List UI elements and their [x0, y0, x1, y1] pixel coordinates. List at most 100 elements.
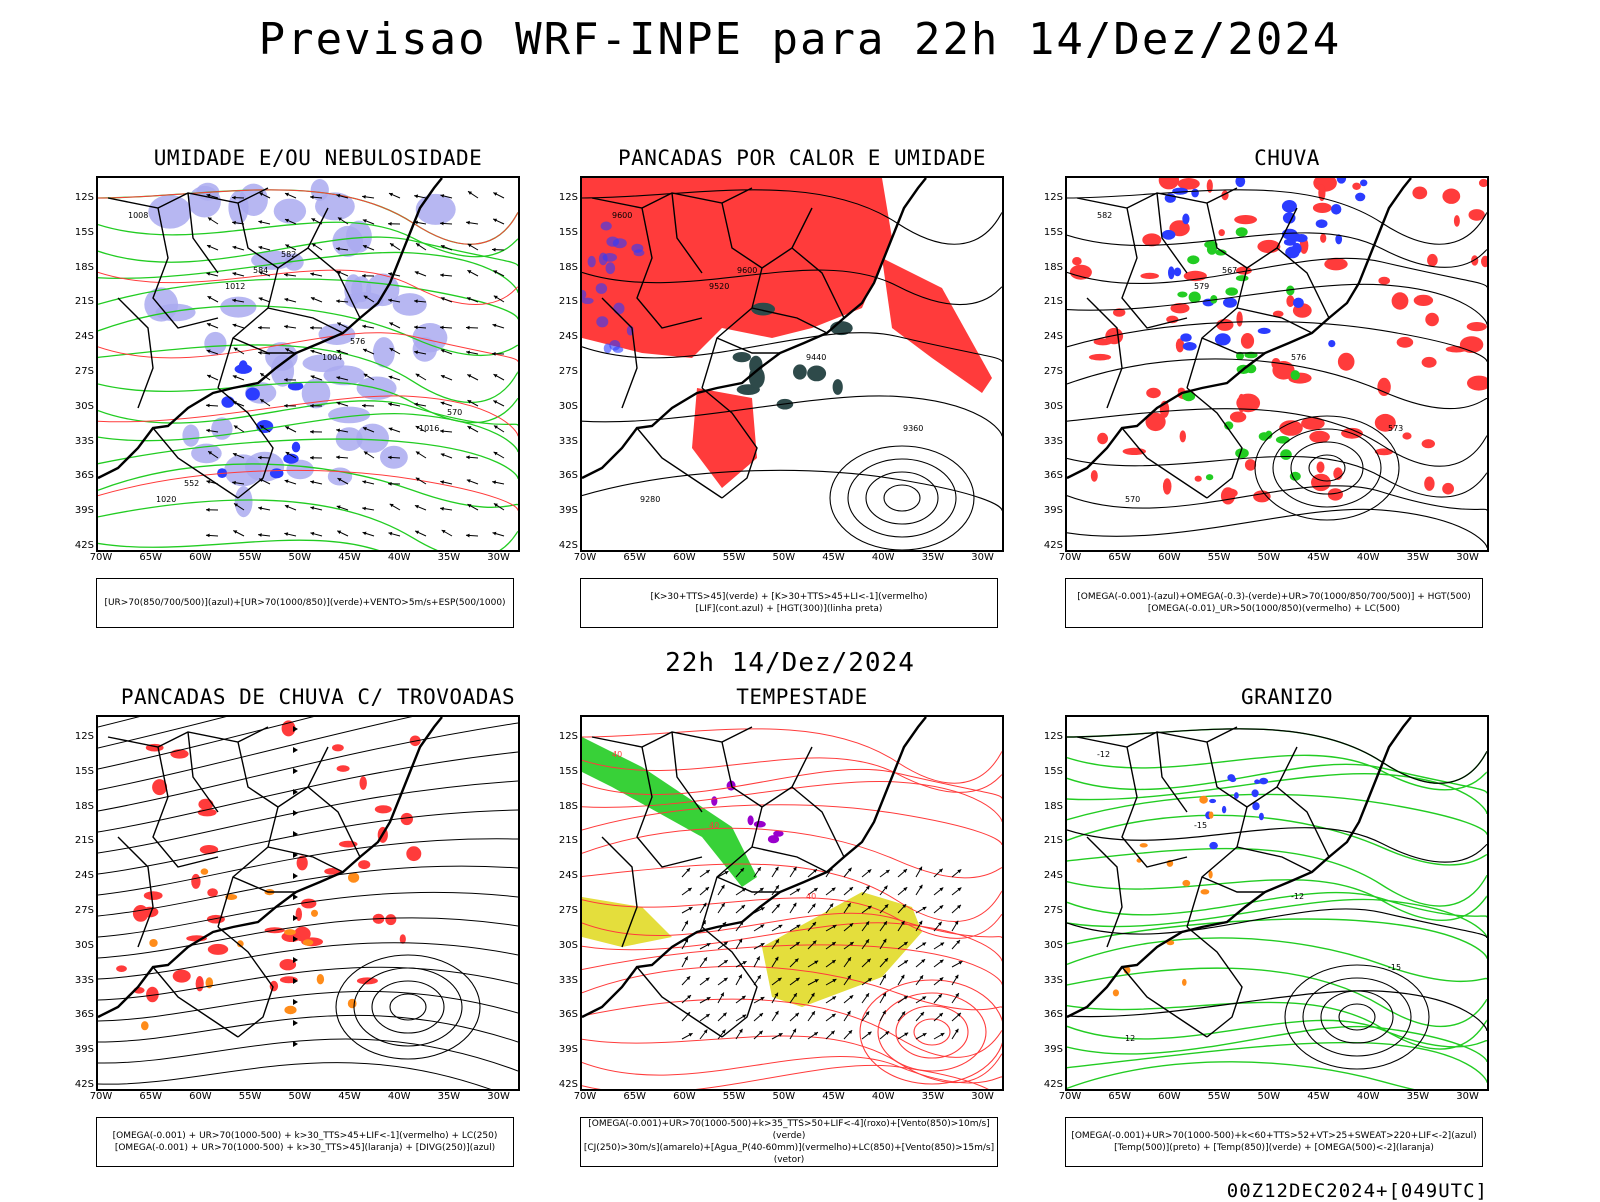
wind-arrowhead — [466, 455, 470, 459]
pressure-ring — [860, 980, 1002, 1084]
weather-blob — [270, 981, 278, 992]
weather-blob — [733, 352, 751, 362]
latitude-label: 27S — [1037, 367, 1063, 377]
latitude-label: 27S — [68, 906, 94, 916]
contour-label: 576 — [1291, 353, 1306, 362]
instability-area — [882, 258, 992, 393]
weather-blob — [1467, 322, 1487, 331]
pressure-ring — [914, 1019, 950, 1045]
contour-label: 40 — [806, 892, 816, 901]
isoline — [1067, 849, 1487, 906]
longitude-label: 40W — [872, 552, 895, 563]
streamline-arrow — [293, 999, 298, 1005]
weather-blob — [1424, 477, 1434, 491]
contour-label: 1008 — [128, 211, 148, 220]
weather-blob — [1471, 255, 1478, 265]
pressure-ring — [1285, 965, 1429, 1069]
map-svg — [98, 717, 518, 1089]
longitude-label: 30W — [487, 552, 510, 563]
latitude-label: 39S — [1037, 1045, 1063, 1055]
weather-blob — [1328, 340, 1335, 347]
state-border — [1207, 742, 1297, 807]
longitude-label: 30W — [971, 1091, 994, 1102]
contour-label: -15 — [1388, 963, 1401, 972]
weather-blob — [208, 944, 228, 955]
latitude-label: 36S — [68, 471, 94, 481]
wind-arrowhead — [440, 429, 444, 433]
weather-blob — [332, 744, 344, 751]
wind-arrowhead — [388, 402, 392, 406]
longitude-label: 70W — [574, 1091, 597, 1102]
isoline — [582, 1057, 1002, 1083]
weather-blob — [1352, 183, 1361, 190]
latitude-label: 36S — [552, 471, 578, 481]
state-border — [238, 742, 328, 807]
weather-blob — [588, 256, 596, 267]
streamline-arrow — [293, 747, 298, 753]
streamline — [98, 717, 518, 748]
weather-blob — [303, 939, 314, 945]
weather-blob — [1195, 476, 1202, 482]
wind-arrowhead — [362, 480, 366, 484]
latitude-label: 30S — [1037, 402, 1063, 412]
weather-blob — [1442, 483, 1454, 495]
longitude-label: 45W — [822, 1091, 845, 1102]
contour-label: 582 — [1097, 211, 1112, 220]
weather-blob — [274, 199, 306, 224]
longitude-label: 35W — [438, 1091, 461, 1102]
isoline — [582, 1036, 1002, 1083]
weather-blob — [601, 222, 612, 231]
legend-line: [OMEGA(-0.01)_UR>50(1000/850)(vermelho) … — [1066, 603, 1482, 615]
state-border — [218, 927, 273, 1037]
weather-blob — [1454, 215, 1460, 227]
coastline — [98, 717, 442, 1017]
isoline — [582, 999, 1002, 1057]
pressure-ring — [884, 485, 920, 511]
wind-arrowhead — [258, 326, 262, 330]
longitude-label: 70W — [1059, 1091, 1082, 1102]
isoline — [1067, 909, 1487, 938]
weather-blob — [207, 888, 218, 897]
weather-blob — [1422, 357, 1437, 368]
latitude-label: 30S — [1037, 941, 1063, 951]
weather-blob — [748, 815, 754, 825]
longitude-label: 55W — [1208, 552, 1231, 563]
weather-blob — [1070, 265, 1092, 280]
weather-blob — [1215, 333, 1231, 345]
streamline-arrow — [293, 1041, 298, 1047]
latitude-label: 21S — [1037, 297, 1063, 307]
legend-line: [LIF](cont.azul) + [HGT(300)](linha pret… — [581, 603, 997, 615]
latitude-label: 30S — [68, 402, 94, 412]
wind-arrowhead — [206, 508, 210, 512]
weather-blob — [1191, 189, 1199, 198]
legend-box: [OMEGA(-0.001)+UR>70(1000-500)+k<60+TTS>… — [1065, 1117, 1483, 1167]
streamline — [98, 723, 518, 811]
latitude-label: 24S — [552, 332, 578, 342]
weather-blob — [1355, 193, 1365, 202]
weather-blob — [191, 874, 200, 889]
weather-blob — [1234, 215, 1257, 224]
latitude-label: 27S — [68, 367, 94, 377]
isoline — [1067, 1062, 1487, 1089]
weather-blob — [301, 899, 316, 909]
latitude-label: 42S — [552, 1080, 578, 1090]
contour-label: 1020 — [156, 495, 176, 504]
weather-blob — [1313, 203, 1332, 213]
isoline — [1067, 1043, 1487, 1083]
wind-arrowhead — [206, 534, 210, 538]
streamline — [98, 1063, 518, 1089]
weather-blob — [1206, 474, 1213, 480]
isoline — [582, 828, 1002, 878]
latitude-label: 27S — [1037, 906, 1063, 916]
latitude-label: 30S — [68, 941, 94, 951]
longitude-label: 65W — [139, 1091, 162, 1102]
latitude-label: 12S — [1037, 193, 1063, 203]
contour-label: 1012 — [225, 282, 245, 291]
latitude-label: 21S — [1037, 836, 1063, 846]
state-border — [722, 742, 812, 807]
weather-blob — [1338, 353, 1355, 371]
weather-blob — [235, 486, 253, 517]
weather-blob — [270, 468, 284, 478]
